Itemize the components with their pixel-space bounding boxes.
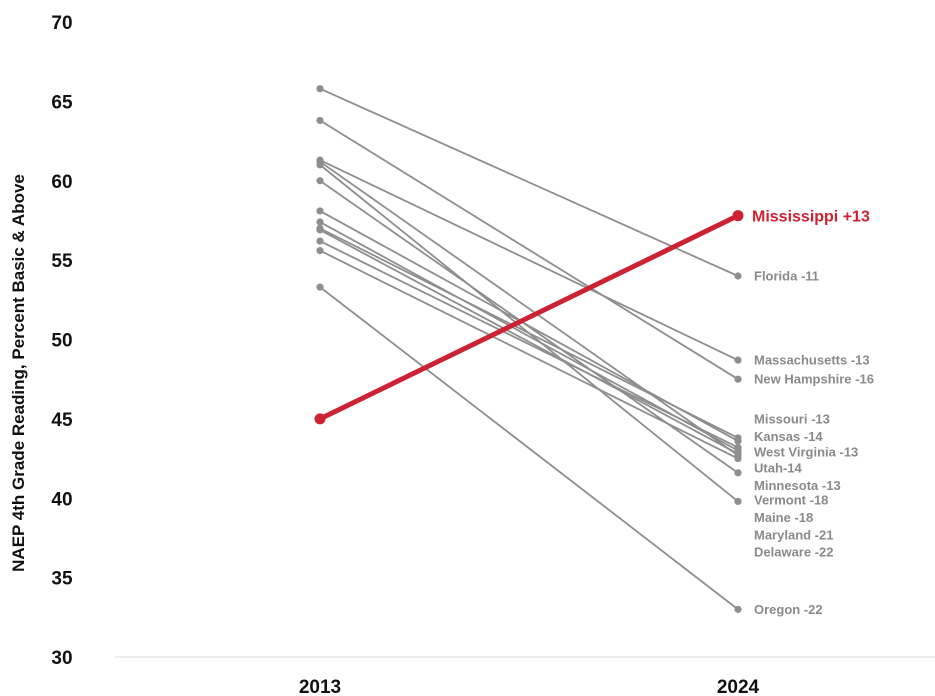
label-utah: Utah-14 — [754, 461, 802, 476]
label-oregon: Oregon -22 — [754, 602, 823, 617]
y-tick-45: 45 — [51, 410, 73, 431]
y-axis-label: NAEP 4th Grade Reading, Percent Basic & … — [9, 174, 28, 572]
label-maine: Maine -18 — [754, 510, 813, 525]
series-line-new-hampshire — [319, 119, 739, 380]
series-line-mississippi — [317, 213, 741, 422]
point-maryland-2024 — [734, 497, 742, 506]
point-florida-2024 — [734, 272, 742, 280]
label-maryland: Maryland -21 — [754, 527, 833, 542]
label-massachusetts: Massachusetts -13 — [754, 353, 870, 368]
x-tick-2024: 2024 — [717, 677, 760, 696]
point-vermont-2013 — [316, 177, 324, 185]
label-florida: Florida -11 — [754, 269, 819, 284]
label-minnesota: Minnesota -13 — [754, 478, 841, 493]
y-tick-50: 50 — [51, 331, 72, 352]
label-delaware: Delaware -22 — [754, 545, 834, 560]
series-line-maine — [319, 221, 739, 452]
y-tick-65: 65 — [51, 92, 73, 113]
point-massachusetts-2024 — [734, 356, 742, 364]
point-vermont-2024 — [734, 469, 742, 477]
point-kansas-2024 — [734, 437, 742, 445]
y-axis: 30 35 40 45 50 55 60 65 70 — [51, 13, 73, 669]
point-mississippi-2024 — [732, 210, 744, 222]
x-tick-2013: 2013 — [299, 677, 341, 696]
series-line-delaware — [319, 160, 739, 457]
point-new-hampshire-2024 — [734, 375, 742, 383]
point-utah-2013 — [316, 226, 324, 234]
point-delaware-2013 — [316, 158, 324, 166]
series-line-oregon — [319, 286, 739, 611]
series-line-massachusetts — [319, 159, 739, 361]
series-line-maryland — [319, 164, 739, 503]
series-labels: Florida -11 Massachusetts -13 New Hampshir… — [754, 269, 874, 617]
label-kansas: Kansas -14 — [754, 429, 823, 444]
x-axis: 2013 2024 — [299, 677, 760, 696]
y-tick-30: 30 — [51, 648, 72, 669]
series-line-vermont — [319, 180, 739, 474]
point-maine-2013 — [316, 218, 324, 226]
label-mississippi: Mississippi +13 — [752, 209, 870, 226]
point-minnesota-2013 — [316, 247, 324, 255]
series-line-minnesota — [319, 249, 739, 460]
y-tick-55: 55 — [51, 251, 73, 272]
point-kansas-2013 — [316, 207, 324, 215]
label-vermont: Vermont -18 — [754, 492, 828, 507]
y-tick-35: 35 — [51, 569, 73, 590]
point-oregon-2013 — [316, 283, 324, 291]
highlight-series: Mississippi +13 — [314, 209, 870, 425]
label-west-virginia: West Virginia -13 — [754, 445, 858, 460]
series-lines — [319, 87, 739, 611]
label-new-hampshire: New Hampshire -16 — [754, 372, 874, 387]
point-florida-2013 — [316, 85, 324, 93]
y-tick-70: 70 — [51, 13, 72, 34]
point-west-virginia-2013 — [316, 237, 324, 245]
series-line-florida — [319, 87, 739, 277]
series-points — [316, 85, 742, 613]
series-line-utah — [319, 229, 739, 455]
point-new-hampshire-2013 — [316, 116, 324, 125]
point-delaware-2024 — [734, 451, 742, 459]
y-tick-60: 60 — [51, 172, 72, 193]
y-tick-40: 40 — [51, 489, 72, 510]
label-missouri: Missouri -13 — [754, 411, 830, 426]
point-mississippi-2013 — [314, 413, 326, 425]
point-oregon-2024 — [734, 605, 742, 613]
